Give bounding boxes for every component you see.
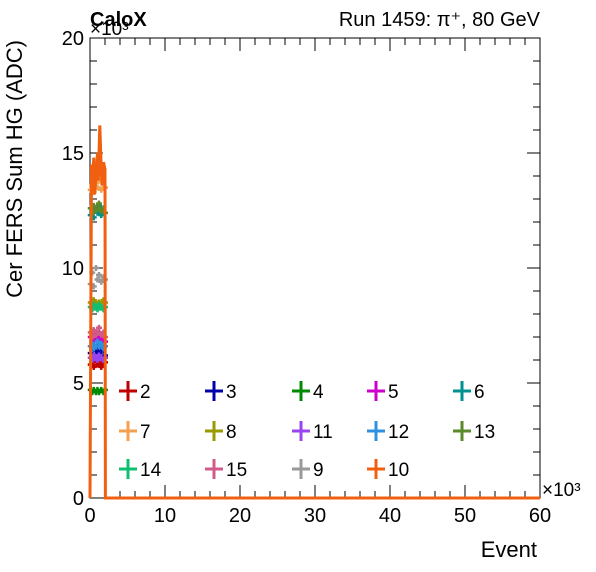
y-tick-label: 10 — [62, 258, 84, 280]
legend-label: 3 — [226, 382, 237, 403]
legend-label: 11 — [313, 422, 333, 443]
legend-label: 6 — [474, 382, 485, 403]
x-tick-label: 20 — [229, 505, 251, 527]
y-tick-label: 5 — [73, 373, 84, 395]
legend-label: 10 — [388, 460, 409, 481]
y-axis-title: Cer FERS Sum HG (ADC) — [2, 40, 27, 298]
legend-label: 15 — [226, 460, 247, 481]
x-tick-label: 10 — [154, 505, 176, 527]
legend-label: 8 — [226, 422, 237, 443]
data-series — [87, 125, 540, 500]
legend-label: 4 — [313, 382, 324, 403]
x-tick-label: 50 — [454, 505, 476, 527]
y-tick-label: 15 — [62, 143, 84, 165]
x-axis-multiplier: ×10³ — [542, 480, 581, 501]
legend-label: 13 — [474, 422, 495, 443]
x-tick-label: 60 — [529, 505, 551, 527]
x-tick-label: 0 — [84, 505, 95, 527]
legend-label: 5 — [388, 382, 399, 403]
legend-label: 2 — [140, 382, 151, 403]
series-10-line — [88, 125, 540, 500]
legend: 2 3 4 5 6 7 8 11 12 13 14 15 9 10 — [119, 381, 495, 481]
y-tick-label: 0 — [73, 488, 84, 510]
x-axis-ticks: 0 10 20 30 40 50 60 — [84, 38, 551, 527]
x-tick-label: 30 — [304, 505, 326, 527]
legend-label: 9 — [313, 460, 324, 481]
legend-label: 12 — [388, 422, 409, 443]
x-tick-label: 40 — [379, 505, 401, 527]
run-label: Run 1459: π⁺, 80 GeV — [339, 9, 541, 31]
y-axis-multiplier: ×10³ — [90, 19, 129, 40]
legend-label: 14 — [140, 460, 162, 481]
x-axis-title: Event — [481, 537, 537, 562]
y-tick-label: 20 — [62, 28, 84, 50]
experiment-label: CaloX — [90, 9, 147, 31]
y-axis-ticks: 0 5 10 15 20 — [62, 28, 540, 510]
legend-label: 7 — [140, 422, 151, 443]
